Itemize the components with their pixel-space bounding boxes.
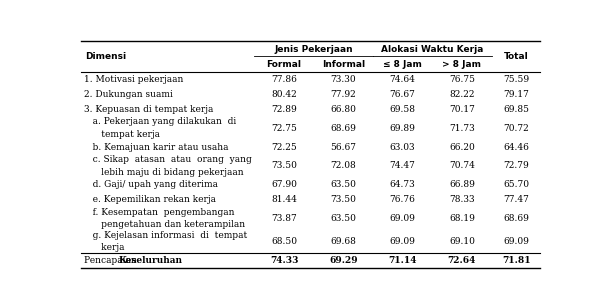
Text: 68.69: 68.69 xyxy=(330,124,356,132)
Text: e. Kepemilikan rekan kerja: e. Kepemilikan rekan kerja xyxy=(84,195,215,204)
Text: b. Kemajuan karir atau usaha: b. Kemajuan karir atau usaha xyxy=(84,143,228,151)
Text: 68.19: 68.19 xyxy=(449,214,475,223)
Text: 66.80: 66.80 xyxy=(330,105,356,114)
Text: 76.67: 76.67 xyxy=(390,90,416,99)
Text: 77.92: 77.92 xyxy=(330,90,356,99)
Text: 69.85: 69.85 xyxy=(504,105,529,114)
Text: 72.79: 72.79 xyxy=(504,161,529,170)
Text: 63.50: 63.50 xyxy=(330,180,356,189)
Text: Keseluruhan: Keseluruhan xyxy=(118,256,182,265)
Text: 56.67: 56.67 xyxy=(330,143,356,151)
Text: 69.10: 69.10 xyxy=(449,237,475,246)
Text: ≤ 8 Jam: ≤ 8 Jam xyxy=(383,60,422,69)
Text: 68.50: 68.50 xyxy=(271,237,297,246)
Text: 79.17: 79.17 xyxy=(504,90,529,99)
Text: Pencapaian: Pencapaian xyxy=(84,256,140,265)
Text: 66.20: 66.20 xyxy=(449,143,475,151)
Text: 73.30: 73.30 xyxy=(330,75,356,84)
Text: 74.33: 74.33 xyxy=(270,256,298,265)
Text: 73.87: 73.87 xyxy=(271,214,297,223)
Text: 82.22: 82.22 xyxy=(449,90,475,99)
Text: 72.89: 72.89 xyxy=(271,105,297,114)
Text: > 8 Jam: > 8 Jam xyxy=(442,60,482,69)
Text: 63.03: 63.03 xyxy=(390,143,416,151)
Text: 69.09: 69.09 xyxy=(390,214,416,223)
Text: 77.47: 77.47 xyxy=(504,195,529,204)
Text: 69.89: 69.89 xyxy=(390,124,416,132)
Text: 69.68: 69.68 xyxy=(330,237,356,246)
Text: 75.59: 75.59 xyxy=(503,75,529,84)
Text: lebih maju di bidang pekerjaan: lebih maju di bidang pekerjaan xyxy=(84,168,243,177)
Text: 64.73: 64.73 xyxy=(390,180,416,189)
Text: 70.72: 70.72 xyxy=(504,124,529,132)
Text: 68.69: 68.69 xyxy=(504,214,529,223)
Text: 64.46: 64.46 xyxy=(504,143,529,151)
Text: d. Gaji/ upah yang diterima: d. Gaji/ upah yang diterima xyxy=(84,180,218,189)
Text: 70.17: 70.17 xyxy=(449,105,475,114)
Text: 63.50: 63.50 xyxy=(330,214,356,223)
Text: 69.29: 69.29 xyxy=(329,256,357,265)
Text: 2. Dukungan suami: 2. Dukungan suami xyxy=(84,90,173,99)
Text: kerja: kerja xyxy=(84,243,124,252)
Text: 69.09: 69.09 xyxy=(504,237,529,246)
Text: 76.75: 76.75 xyxy=(449,75,475,84)
Text: a. Pekerjaan yang dilakukan  di: a. Pekerjaan yang dilakukan di xyxy=(84,118,236,126)
Text: Alokasi Waktu Kerja: Alokasi Waktu Kerja xyxy=(381,45,483,54)
Text: c. Sikap  atasan  atau  orang  yang: c. Sikap atasan atau orang yang xyxy=(84,155,252,164)
Text: 77.86: 77.86 xyxy=(271,75,297,84)
Text: tempat kerja: tempat kerja xyxy=(84,130,160,139)
Text: 80.42: 80.42 xyxy=(271,90,297,99)
Text: 66.89: 66.89 xyxy=(449,180,475,189)
Text: 74.47: 74.47 xyxy=(390,161,416,170)
Text: 81.44: 81.44 xyxy=(271,195,297,204)
Text: 76.76: 76.76 xyxy=(390,195,416,204)
Text: Formal: Formal xyxy=(266,60,302,69)
Text: 72.75: 72.75 xyxy=(271,124,297,132)
Text: 72.08: 72.08 xyxy=(330,161,356,170)
Text: 1. Motivasi pekerjaan: 1. Motivasi pekerjaan xyxy=(84,75,183,84)
Text: 74.64: 74.64 xyxy=(390,75,416,84)
Text: 72.25: 72.25 xyxy=(271,143,297,151)
Text: g. Kejelasan informasi  di  tempat: g. Kejelasan informasi di tempat xyxy=(84,231,247,240)
Text: 71.14: 71.14 xyxy=(389,256,417,265)
Text: 73.50: 73.50 xyxy=(271,161,297,170)
Text: 71.73: 71.73 xyxy=(449,124,475,132)
Text: Informal: Informal xyxy=(322,60,365,69)
Text: Jenis Pekerjaan: Jenis Pekerjaan xyxy=(274,45,353,54)
Text: 65.70: 65.70 xyxy=(504,180,529,189)
Text: pengetahuan dan keterampilan: pengetahuan dan keterampilan xyxy=(84,220,245,229)
Text: 78.33: 78.33 xyxy=(449,195,475,204)
Text: 67.90: 67.90 xyxy=(271,180,297,189)
Text: f. Kesempatan  pengembangan: f. Kesempatan pengembangan xyxy=(84,208,234,217)
Text: Total: Total xyxy=(504,52,529,62)
Text: 69.09: 69.09 xyxy=(390,237,416,246)
Text: 72.64: 72.64 xyxy=(448,256,476,265)
Text: Dimensi: Dimensi xyxy=(85,52,126,62)
Text: 3. Kepuasan di tempat kerja: 3. Kepuasan di tempat kerja xyxy=(84,105,213,114)
Text: 71.81: 71.81 xyxy=(502,256,531,265)
Text: 73.50: 73.50 xyxy=(330,195,356,204)
Text: 70.74: 70.74 xyxy=(449,161,475,170)
Text: 69.58: 69.58 xyxy=(390,105,416,114)
